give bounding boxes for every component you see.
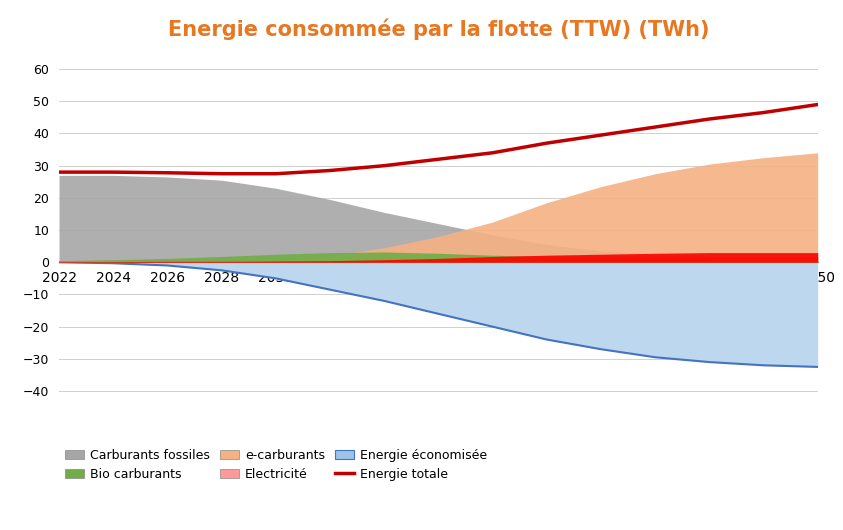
Legend: Carburants fossiles, Bio carburants, e-carburants, Electricité, Energie économis: Carburants fossiles, Bio carburants, e-c… xyxy=(65,448,487,481)
Title: Energie consommée par la flotte (TTW) (TWh): Energie consommée par la flotte (TTW) (T… xyxy=(168,19,709,40)
